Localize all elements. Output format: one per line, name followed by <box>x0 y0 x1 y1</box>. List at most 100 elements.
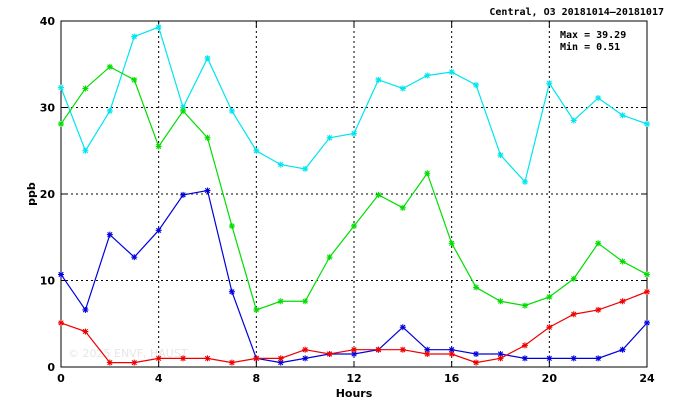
data-point <box>497 152 504 159</box>
data-point <box>473 284 480 291</box>
data-point <box>521 178 528 185</box>
data-point <box>473 351 480 358</box>
data-point <box>546 293 553 300</box>
data-point <box>106 359 113 366</box>
data-point <box>82 85 89 92</box>
data-point <box>277 298 284 305</box>
data-point <box>155 143 162 150</box>
data-point <box>180 355 187 362</box>
x-tick-label: 8 <box>253 372 261 385</box>
data-point <box>473 82 480 89</box>
data-point <box>644 120 650 127</box>
data-point <box>448 351 455 358</box>
data-point <box>58 271 64 278</box>
series-4 <box>58 288 650 366</box>
data-point <box>497 355 504 362</box>
data-point <box>302 298 309 305</box>
data-point <box>155 24 162 31</box>
x-axis: 0 4 8 12 16 20 24 <box>57 21 655 385</box>
data-point <box>253 355 260 362</box>
data-point <box>521 342 528 349</box>
watermark: © 2025 ENVF, HAUST <box>68 347 188 360</box>
data-point <box>619 112 626 119</box>
data-point <box>155 355 162 362</box>
data-point <box>375 191 382 198</box>
data-point <box>521 355 528 362</box>
data-point <box>58 319 64 326</box>
data-point <box>131 76 138 83</box>
data-point <box>546 80 553 87</box>
data-point <box>399 346 406 353</box>
data-point <box>570 355 577 362</box>
data-point <box>228 288 235 295</box>
data-point <box>253 306 260 313</box>
data-point <box>58 84 64 91</box>
y-tick-label: 30 <box>40 102 56 115</box>
data-point <box>473 359 480 366</box>
grid <box>61 21 647 367</box>
data-point <box>644 271 650 278</box>
data-point <box>595 94 602 101</box>
data-point <box>82 147 89 154</box>
data-point <box>326 351 333 358</box>
x-tick-label: 16 <box>444 372 460 385</box>
min-annotation: Min = 0.51 <box>560 41 620 53</box>
chart-title: Central, O3 20181014–20181017 <box>489 7 664 18</box>
data-point <box>424 351 431 358</box>
y-tick-label: 0 <box>47 361 55 374</box>
data-point <box>375 76 382 83</box>
data-point <box>106 231 113 238</box>
data-point <box>302 355 309 362</box>
data-point <box>644 319 650 326</box>
data-point <box>595 240 602 247</box>
data-point <box>58 120 64 127</box>
data-point <box>399 204 406 211</box>
series-1 <box>58 24 650 185</box>
y-tick-label: 40 <box>40 15 56 28</box>
data-point <box>375 346 382 353</box>
data-point <box>570 275 577 282</box>
data-point <box>595 355 602 362</box>
data-point <box>424 346 431 353</box>
data-point <box>351 346 357 353</box>
data-point <box>326 134 333 141</box>
data-point <box>82 328 89 335</box>
series-line <box>60 66 648 311</box>
series-2 <box>58 63 650 313</box>
data-point <box>424 72 431 79</box>
data-point <box>399 324 406 331</box>
data-point <box>228 223 235 230</box>
data-point <box>521 302 528 309</box>
data-point <box>570 117 577 124</box>
data-point <box>351 130 357 137</box>
data-point <box>204 134 211 141</box>
max-annotation: Max = 39.29 <box>560 30 626 41</box>
data-point <box>228 359 235 366</box>
data-point <box>204 55 211 62</box>
data-point <box>277 355 284 362</box>
data-point <box>180 107 187 114</box>
data-point <box>131 359 138 366</box>
y-tick-label: 10 <box>40 275 56 288</box>
data-point <box>326 254 333 261</box>
data-point <box>448 69 455 76</box>
x-tick-label: 20 <box>542 372 558 385</box>
data-point <box>277 161 284 168</box>
data-point <box>155 227 162 234</box>
x-tick-label: 12 <box>346 372 361 385</box>
data-point <box>448 240 455 247</box>
data-point <box>106 107 113 114</box>
data-point <box>131 254 138 261</box>
data-point <box>302 346 309 353</box>
data-point <box>131 33 138 40</box>
data-point <box>180 191 187 198</box>
data-point <box>302 165 309 172</box>
data-point <box>204 187 211 194</box>
data-point <box>351 223 357 230</box>
y-axis-label: ppb <box>25 182 38 206</box>
y-tick-label: 20 <box>40 188 56 201</box>
data-point <box>106 63 113 70</box>
data-point <box>644 288 650 295</box>
data-point <box>228 107 235 114</box>
